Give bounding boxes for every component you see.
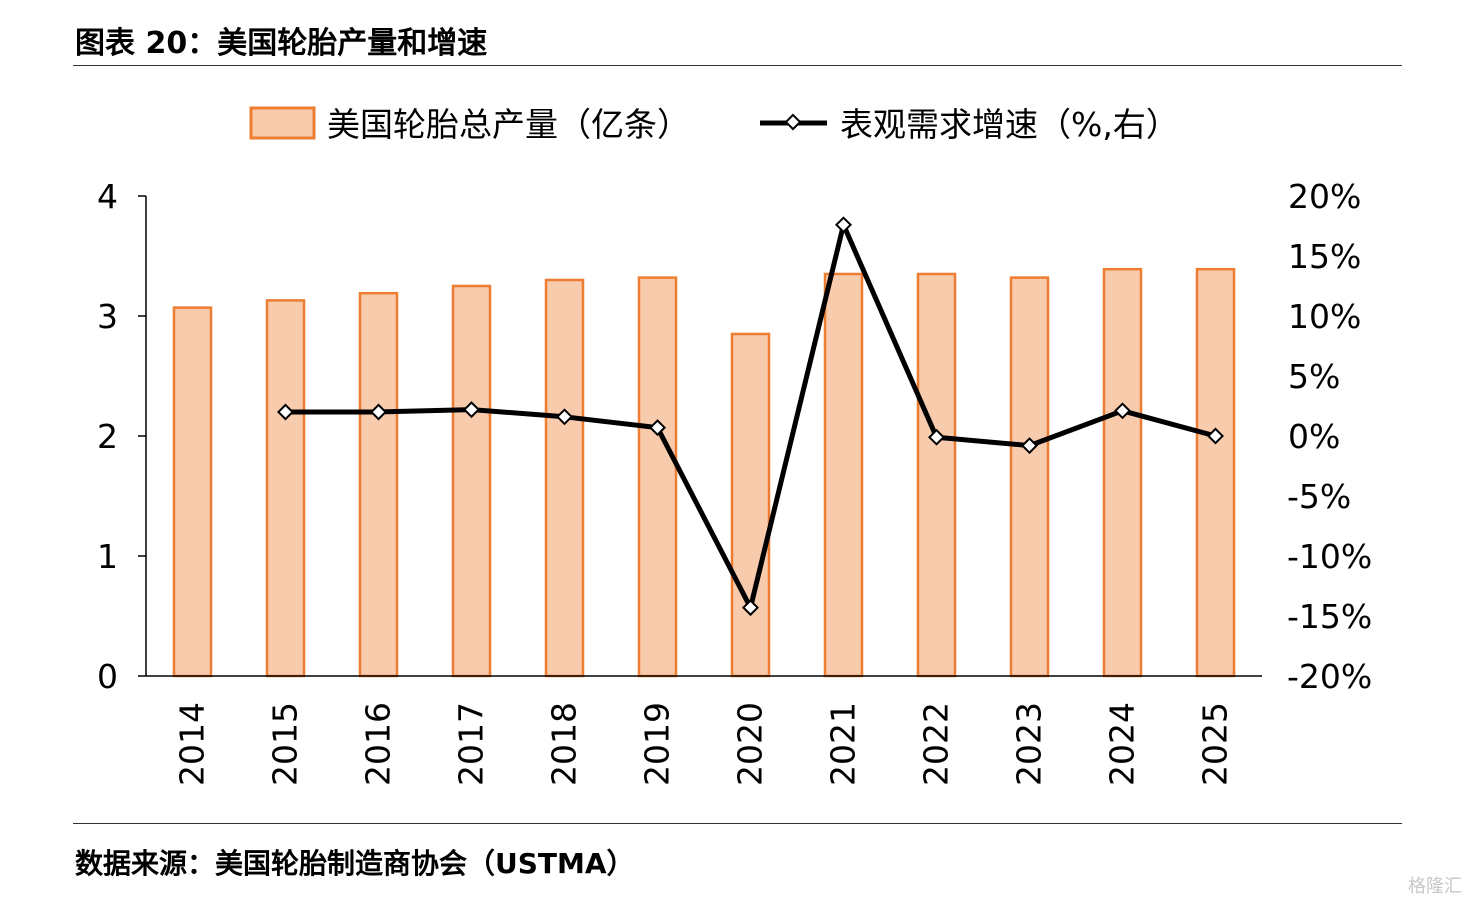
x-tick-label: 2016	[359, 702, 398, 786]
header-divider	[73, 65, 1402, 66]
x-tick-label: 2022	[917, 702, 956, 786]
right-tick-label: 0%	[1288, 417, 1340, 456]
left-tick-label: 0	[97, 657, 118, 696]
x-tick-label: 2023	[1010, 702, 1049, 786]
line-point-2022	[928, 428, 945, 446]
right-tick-label: 15%	[1288, 237, 1361, 276]
bar-series	[172, 267, 1236, 678]
left-tick-label: 1	[97, 537, 118, 576]
line-point-2016	[370, 403, 387, 421]
line-point-2020	[742, 599, 759, 617]
line-point-2019	[649, 419, 666, 437]
line-point-2017	[463, 401, 480, 419]
page-title: 图表 20：美国轮胎产量和增速	[75, 26, 488, 61]
watermark-logo: 格隆汇	[1408, 876, 1462, 897]
bar-2021	[823, 272, 864, 678]
bar-2020	[730, 332, 771, 678]
right-tick-label: 10%	[1288, 297, 1361, 336]
x-tick-label: 2014	[173, 702, 212, 786]
left-tick-label: 3	[97, 297, 118, 336]
bar-2025	[1195, 267, 1236, 678]
right-tick-label: -20%	[1287, 657, 1372, 696]
right-tick-label: -15%	[1287, 597, 1372, 636]
x-tick-label: 2024	[1103, 702, 1142, 786]
bar-2022	[916, 272, 957, 678]
chart-axes	[138, 195, 1262, 677]
x-tick-label: 2019	[638, 702, 677, 786]
legend-line-label: 表观需求增速（%,右）	[840, 105, 1179, 144]
line-point-2021	[835, 216, 852, 234]
x-tick-label: 2017	[452, 702, 491, 786]
bar-2016	[358, 291, 399, 678]
line-point-2018	[556, 408, 573, 426]
chart-legend: 美国轮胎总产量（亿条） 表观需求增速（%,右）	[249, 105, 1179, 144]
right-tick-label: 5%	[1288, 357, 1340, 396]
bar-2017	[451, 284, 492, 678]
left-tick-label: 4	[97, 177, 118, 216]
x-tick-label: 2020	[731, 702, 770, 786]
right-tick-label: -5%	[1287, 477, 1351, 516]
legend-line-marker	[784, 113, 802, 131]
x-axis-labels: 2014 2015 2016 2017 2018 2019 2020 2021 2022 2023…	[173, 702, 1235, 786]
line-point-2015	[277, 403, 294, 421]
line-series	[277, 216, 1224, 617]
source-note: 数据来源：美国轮胎制造商协会（USTMA）	[75, 847, 635, 880]
right-axis-labels: -20% -15% -10% -5% 0% 5% 10% 15% 20%	[1287, 177, 1372, 696]
x-tick-label: 2021	[824, 702, 863, 786]
bar-2019	[637, 276, 678, 678]
bar-2018	[544, 278, 585, 678]
right-tick-label: -10%	[1287, 537, 1372, 576]
left-axis-labels: 0 1 2 3 4	[97, 177, 118, 696]
bar-2024	[1102, 267, 1143, 678]
legend-bar-swatch	[249, 106, 316, 140]
bar-2014	[172, 306, 213, 678]
right-tick-label: 20%	[1288, 177, 1361, 216]
line-point-2023	[1021, 437, 1038, 455]
footer-divider	[73, 823, 1402, 824]
bar-2023	[1009, 276, 1050, 678]
line-point-2025	[1207, 427, 1224, 445]
legend-bar-label: 美国轮胎总产量（亿条）	[327, 105, 690, 144]
x-tick-label: 2015	[266, 702, 305, 786]
bar-2015	[265, 299, 306, 678]
x-tick-label: 2018	[545, 702, 584, 786]
left-tick-label: 2	[97, 417, 118, 456]
x-tick-label: 2025	[1196, 702, 1235, 786]
line-point-2024	[1114, 402, 1131, 420]
